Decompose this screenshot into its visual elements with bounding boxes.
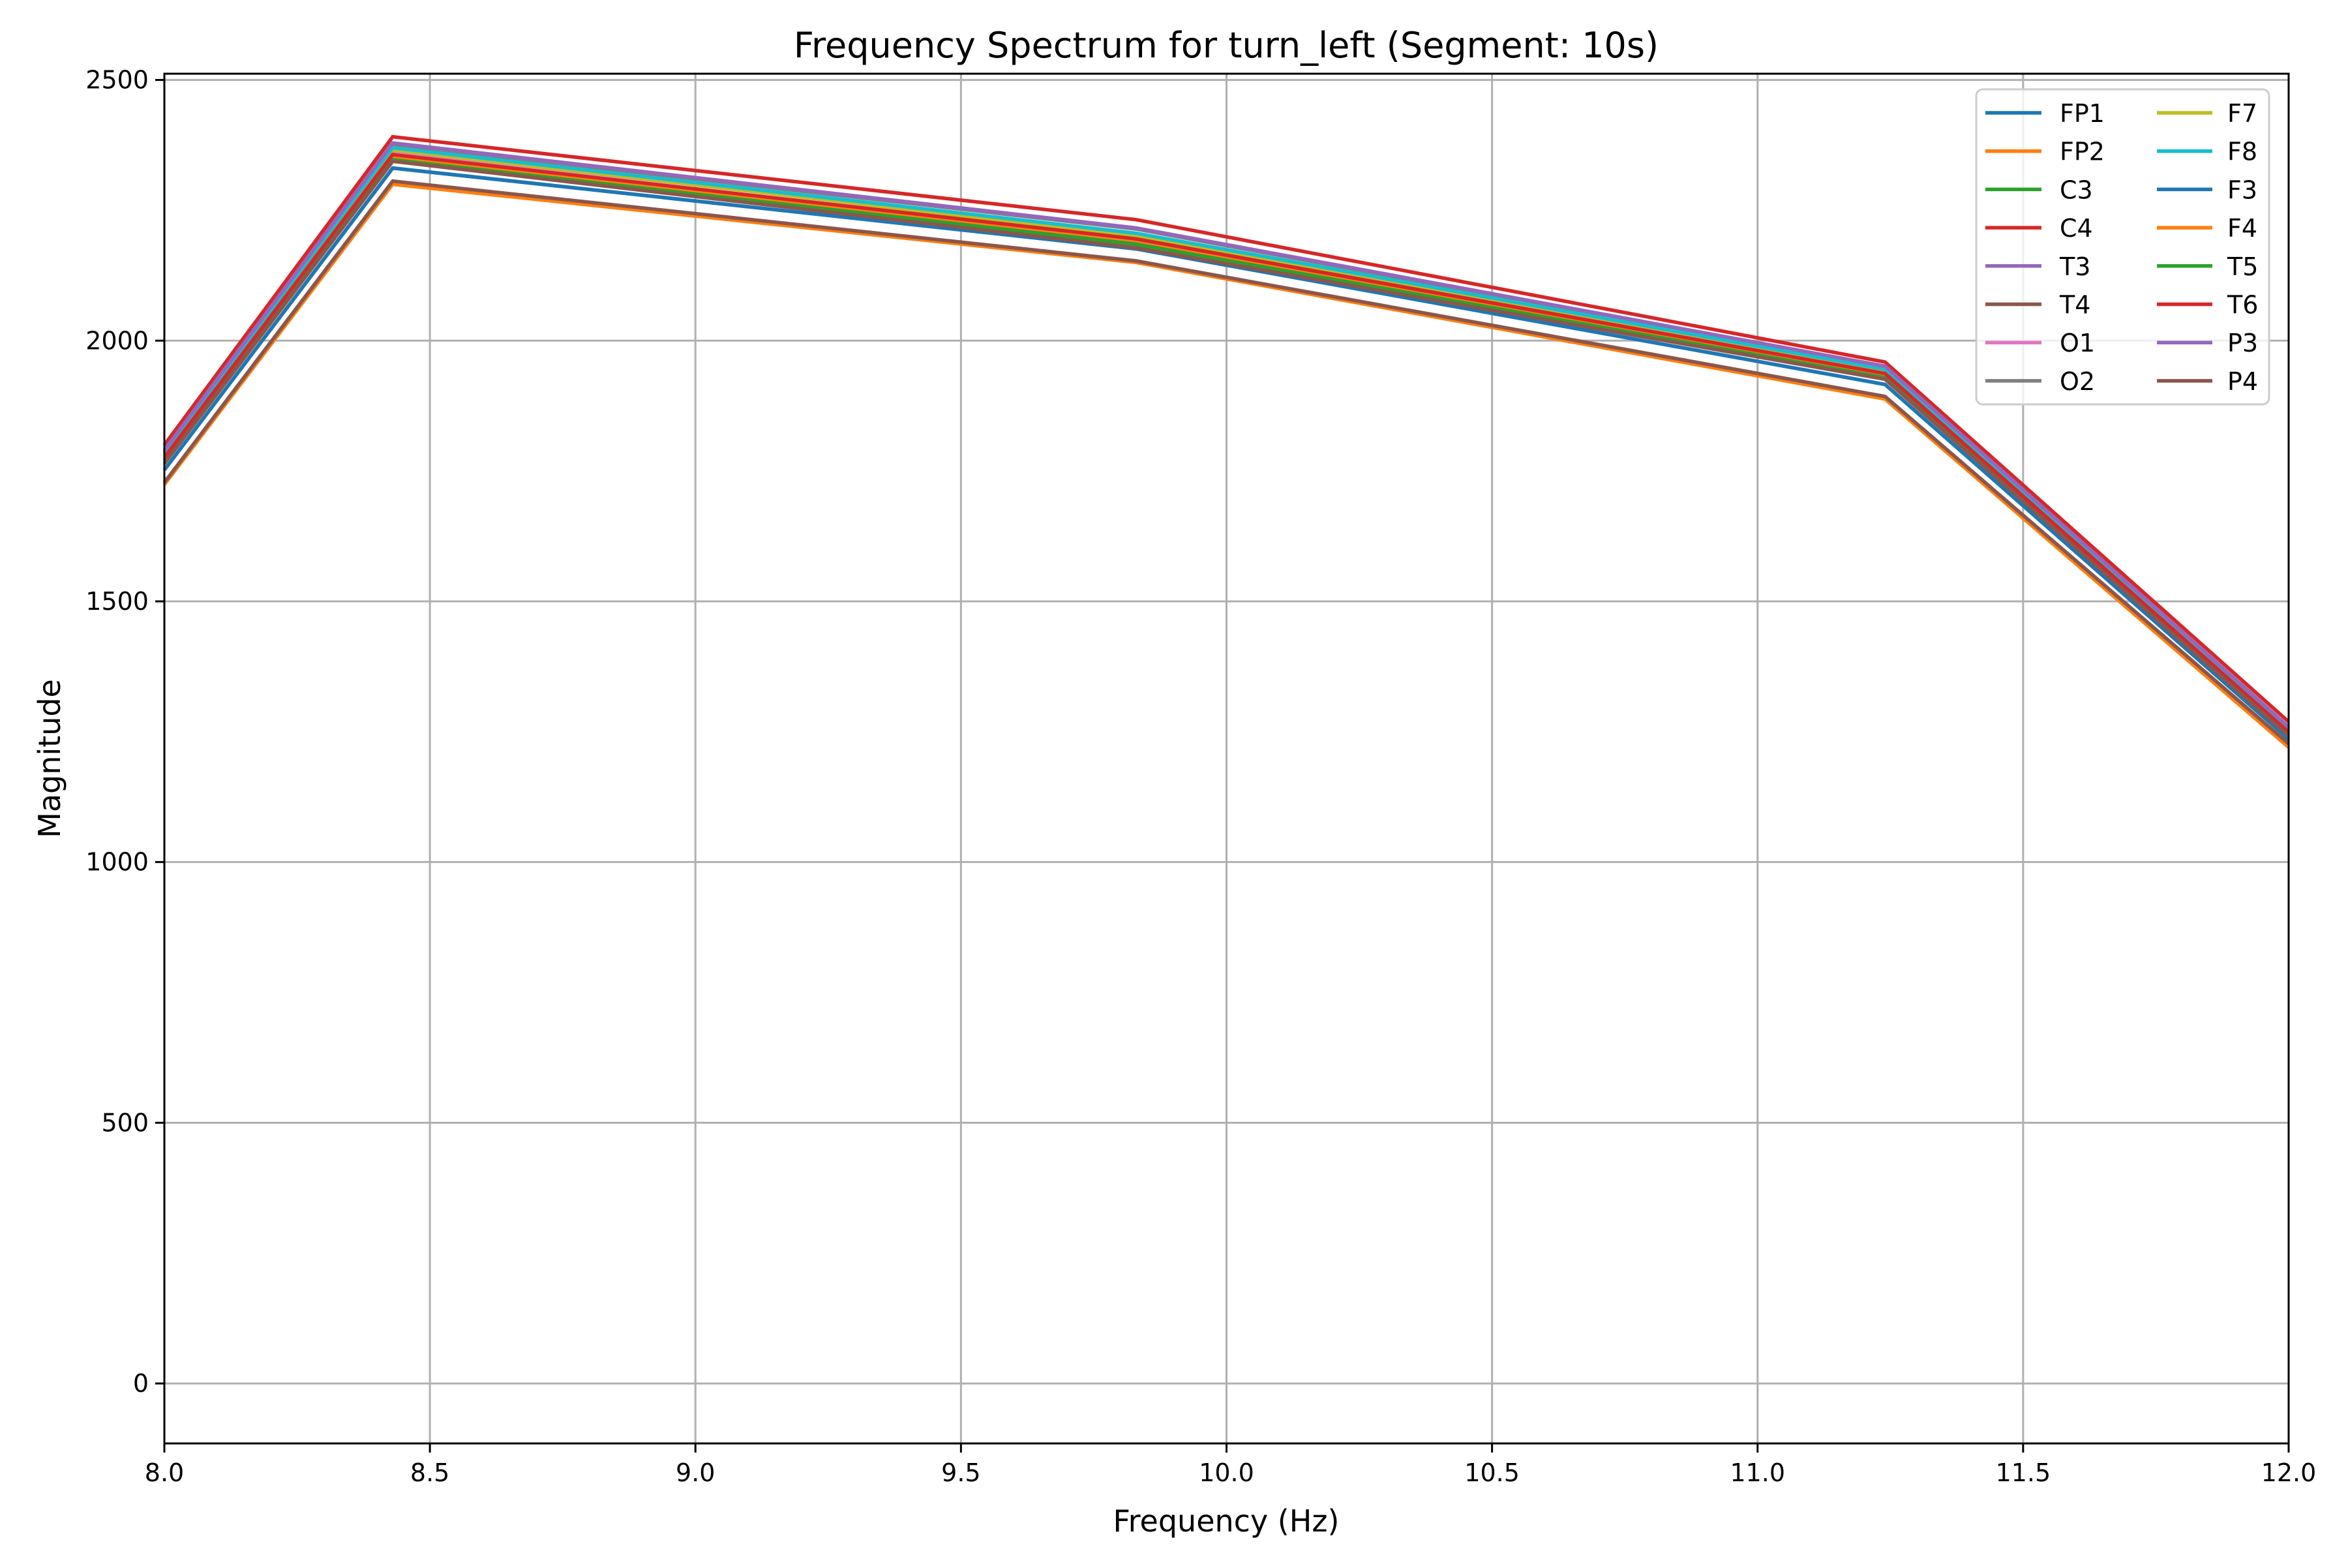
legend-label: C3 bbox=[2060, 175, 2093, 204]
x-tick-label: 8.5 bbox=[410, 1458, 449, 1487]
x-axis-ticks: 8.0 8.5 9.0 9.5 10.0 10.5 11.0 11.5 12.0 bbox=[145, 1443, 2317, 1487]
y-tick-label: 1500 bbox=[85, 587, 149, 616]
series-line-t6 bbox=[162, 152, 2290, 734]
legend-label: O2 bbox=[2060, 367, 2095, 396]
x-axis-label: Frequency (Hz) bbox=[1113, 1503, 1340, 1539]
x-tick-label: 9.5 bbox=[941, 1458, 980, 1487]
x-tick-label: 11.5 bbox=[1996, 1458, 2051, 1487]
x-tick-label: 11.0 bbox=[1730, 1458, 1785, 1487]
legend-item-p3: P3 bbox=[2157, 329, 2258, 357]
legend-item-t3: T3 bbox=[1985, 252, 2090, 281]
legend-item-fp1: FP1 bbox=[1985, 99, 2105, 128]
series-line-c4 bbox=[162, 134, 2290, 723]
legend-label: O1 bbox=[2060, 329, 2095, 357]
series-line-f8 bbox=[162, 145, 2290, 731]
y-axis-ticks: 0 500 1000 1500 2000 2500 bbox=[85, 66, 164, 1398]
y-axis-label: Magnitude bbox=[32, 679, 67, 838]
y-tick-label: 500 bbox=[101, 1108, 149, 1137]
series-line-t4 bbox=[162, 179, 2290, 746]
legend-item-fp2: FP2 bbox=[1985, 138, 2105, 166]
legend-label: C4 bbox=[2060, 214, 2093, 243]
chart-title: Frequency Spectrum for turn_left (Segmen… bbox=[794, 25, 1659, 66]
legend-label: T3 bbox=[2059, 252, 2090, 281]
legend-item-f4: F4 bbox=[2157, 214, 2257, 243]
legend-label: T4 bbox=[2059, 291, 2090, 320]
x-tick-label: 10.5 bbox=[1464, 1458, 1520, 1487]
legend: FP1 FP2 C3 C4 T3 T4 O1 O2 F7 F8 F3 F4 T5 T6 P3 P4 bbox=[1975, 88, 2270, 406]
legend-item-f7: F7 bbox=[2157, 99, 2257, 128]
x-tick-label: 12.0 bbox=[2261, 1458, 2317, 1487]
x-tick-label: 9.0 bbox=[676, 1458, 715, 1487]
legend-label: F3 bbox=[2227, 175, 2257, 204]
series-line-p4 bbox=[162, 159, 2290, 738]
legend-item-f8: F8 bbox=[2157, 138, 2257, 166]
y-tick-label: 2000 bbox=[85, 326, 149, 355]
legend-item-t6: T6 bbox=[2157, 291, 2258, 320]
y-tick-label: 1000 bbox=[85, 848, 149, 877]
series-layer bbox=[162, 134, 2290, 749]
legend-label: P4 bbox=[2227, 367, 2258, 396]
legend-item-o1: O1 bbox=[1985, 329, 2095, 357]
legend-item-c3: C3 bbox=[1985, 175, 2093, 204]
legend-item-o2: O2 bbox=[1985, 367, 2095, 396]
legend-item-t5: T5 bbox=[2157, 252, 2258, 281]
legend-box bbox=[1975, 88, 2270, 406]
legend-item-f3: F3 bbox=[2157, 175, 2257, 204]
legend-label: T5 bbox=[2227, 252, 2258, 281]
legend-item-t4: T4 bbox=[1985, 291, 2090, 320]
legend-label: FP2 bbox=[2060, 138, 2105, 166]
x-tick-label: 10.0 bbox=[1199, 1458, 1254, 1487]
legend-label: F8 bbox=[2227, 138, 2257, 166]
legend-label: FP1 bbox=[2060, 99, 2105, 128]
series-line-p3 bbox=[162, 141, 2290, 729]
x-tick-label: 8.0 bbox=[145, 1458, 184, 1487]
legend-label: P3 bbox=[2227, 329, 2258, 357]
legend-label: T6 bbox=[2227, 291, 2258, 320]
legend-label: F7 bbox=[2227, 99, 2257, 128]
legend-item-c4: C4 bbox=[1985, 214, 2093, 243]
y-tick-label: 0 bbox=[133, 1369, 149, 1398]
legend-label: F4 bbox=[2227, 214, 2257, 243]
y-tick-label: 2500 bbox=[85, 66, 149, 95]
legend-item-p4: P4 bbox=[2157, 367, 2258, 396]
